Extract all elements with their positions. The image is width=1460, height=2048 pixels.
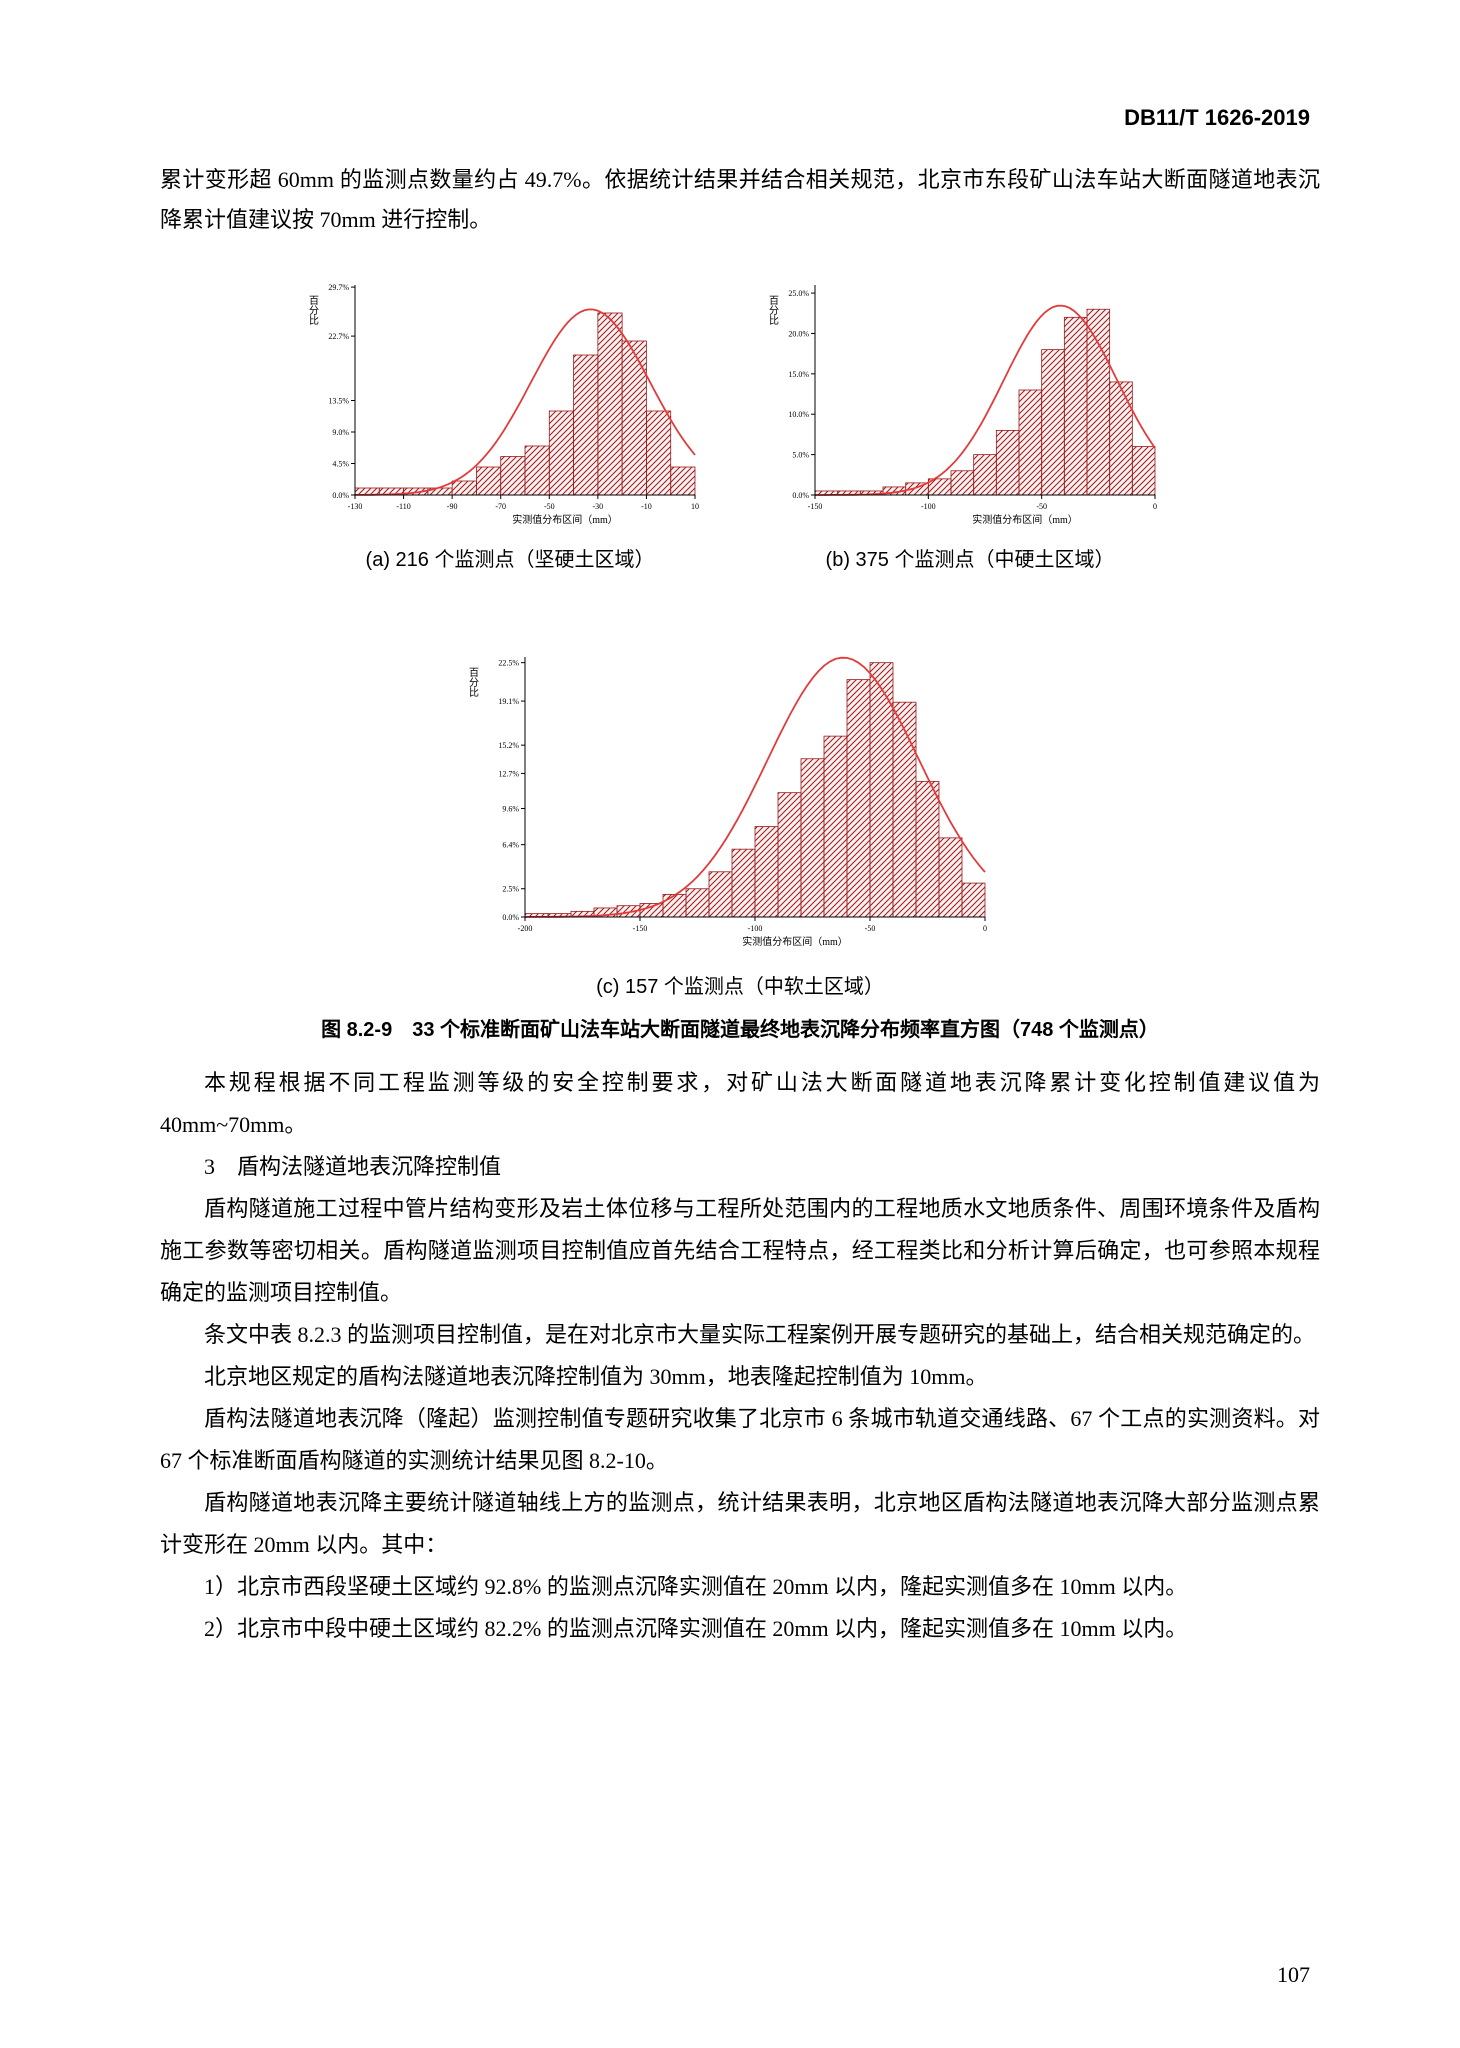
- para-6: 盾构隧道地表沉降主要统计隧道轴线上方的监测点，统计结果表明，北京地区盾构法隧道地…: [160, 1482, 1320, 1566]
- para-2: 盾构隧道施工过程中管片结构变形及岩土体位移与工程所处范围内的工程地质水文地质条件…: [160, 1188, 1320, 1314]
- list-item-1: 1）北京市西段坚硬土区域约 92.8% 的监测点沉降实测值在 20mm 以内，隆…: [160, 1566, 1320, 1608]
- svg-text:13.5%: 13.5%: [328, 397, 349, 406]
- svg-text:-50: -50: [1036, 502, 1047, 511]
- svg-text:12.7%: 12.7%: [498, 769, 519, 778]
- svg-text:10: 10: [691, 502, 699, 511]
- svg-text:-110: -110: [396, 502, 410, 511]
- list-item-2: 2）北京市中段中硬土区域约 82.2% 的监测点沉降实测值在 20mm 以内，隆…: [160, 1608, 1320, 1650]
- svg-text:-50: -50: [544, 502, 555, 511]
- svg-text:10.0%: 10.0%: [788, 410, 809, 419]
- chart-b-caption: (b) 375 个监测点（中硬土区域）: [826, 543, 1115, 572]
- svg-text:20.0%: 20.0%: [788, 329, 809, 338]
- svg-text:15.2%: 15.2%: [498, 741, 519, 750]
- chart-a-caption: (a) 216 个监测点（坚硬土区域）: [366, 543, 655, 572]
- chart-c-caption: (c) 157 个监测点（中软土区域）: [596, 970, 884, 999]
- svg-text:-30: -30: [593, 502, 604, 511]
- svg-text:实测值分布区间（mm）: 实测值分布区间（mm）: [512, 513, 618, 526]
- svg-text:百分比: 百分比: [307, 295, 319, 325]
- chart-c: -200 -150 -100 -50 0 0.0% 2.5% 6.4% 9.6% 12.7% 15.…: [460, 632, 1020, 962]
- svg-text:0.0%: 0.0%: [792, 491, 809, 500]
- intro-paragraph: 累计变形超 60mm 的监测点数量约占 49.7%。依据统计结果并结合相关规范，…: [160, 160, 1320, 240]
- svg-text:-200: -200: [518, 924, 533, 933]
- para-5: 盾构法隧道地表沉降（隆起）监测控制值专题研究收集了北京市 6 条城市轨道交通线路…: [160, 1398, 1320, 1482]
- svg-text:实测值分布区间（mm）: 实测值分布区间（mm）: [742, 935, 848, 948]
- svg-text:-70: -70: [495, 502, 506, 511]
- chart-b: -150 -100 -50 0 0.0% 5.0% 10.0% 15.0% 20.0% 25.0%…: [760, 265, 1180, 535]
- page-number: 107: [1277, 1962, 1310, 1988]
- svg-text:25.0%: 25.0%: [788, 289, 809, 298]
- charts-row-ab: -130 -110 -90 -70 -50 -30 -10 10 0.0% 4.5% 9.0% 13.…: [160, 265, 1320, 572]
- svg-text:0.0%: 0.0%: [332, 491, 349, 500]
- para-4: 北京地区规定的盾构法隧道地表沉降控制值为 30mm，地表隆起控制值为 10mm。: [160, 1356, 1320, 1398]
- page: DB11/T 1626-2019 累计变形超 60mm 的监测点数量约占 49.…: [0, 0, 1460, 2048]
- chart-c-wrap: -200 -150 -100 -50 0 0.0% 2.5% 6.4% 9.6% 12.7% 15.…: [160, 632, 1320, 1042]
- svg-text:-100: -100: [748, 924, 763, 933]
- figure-caption: 图 8.2-9 33 个标准断面矿山法车站大断面隧道最终地表沉降分布频率直方图（…: [321, 1013, 1159, 1042]
- svg-text:29.7%: 29.7%: [328, 283, 349, 292]
- svg-text:实测值分布区间（mm）: 实测值分布区间（mm）: [972, 513, 1078, 526]
- svg-text:15.0%: 15.0%: [788, 370, 809, 379]
- svg-text:22.5%: 22.5%: [498, 659, 519, 668]
- svg-text:-50: -50: [865, 924, 876, 933]
- svg-text:0: 0: [1153, 502, 1157, 511]
- svg-text:5.0%: 5.0%: [792, 451, 809, 460]
- svg-text:9.6%: 9.6%: [502, 804, 519, 813]
- svg-text:0.0%: 0.0%: [502, 913, 519, 922]
- heading-3: 3 盾构法隧道地表沉降控制值: [160, 1146, 1320, 1188]
- svg-text:0: 0: [983, 924, 987, 933]
- para-3: 条文中表 8.2.3 的监测项目控制值，是在对北京市大量实际工程案例开展专题研究…: [160, 1314, 1320, 1356]
- body-text: 本规程根据不同工程监测等级的安全控制要求，对矿山法大断面隧道地表沉降累计变化控制…: [160, 1062, 1320, 1650]
- svg-text:22.7%: 22.7%: [328, 332, 349, 341]
- svg-text:-150: -150: [633, 924, 648, 933]
- svg-text:6.4%: 6.4%: [502, 841, 519, 850]
- para-1: 本规程根据不同工程监测等级的安全控制要求，对矿山法大断面隧道地表沉降累计变化控制…: [160, 1062, 1320, 1146]
- doc-code: DB11/T 1626-2019: [1124, 105, 1310, 131]
- svg-text:百分比: 百分比: [767, 295, 779, 325]
- svg-text:-10: -10: [641, 502, 652, 511]
- svg-text:9.0%: 9.0%: [332, 428, 349, 437]
- chart-a: -130 -110 -90 -70 -50 -30 -10 10 0.0% 4.5% 9.0% 13.…: [300, 265, 720, 535]
- svg-text:-130: -130: [348, 502, 363, 511]
- chart-b-wrap: -150 -100 -50 0 0.0% 5.0% 10.0% 15.0% 20.0% 25.0%…: [760, 265, 1180, 572]
- svg-text:19.1%: 19.1%: [498, 697, 519, 706]
- svg-text:2.5%: 2.5%: [502, 885, 519, 894]
- svg-text:-150: -150: [808, 502, 823, 511]
- chart-a-wrap: -130 -110 -90 -70 -50 -30 -10 10 0.0% 4.5% 9.0% 13.…: [300, 265, 720, 572]
- svg-text:百分比: 百分比: [467, 667, 479, 697]
- svg-text:-100: -100: [921, 502, 936, 511]
- svg-text:-90: -90: [447, 502, 458, 511]
- svg-text:4.5%: 4.5%: [332, 460, 349, 469]
